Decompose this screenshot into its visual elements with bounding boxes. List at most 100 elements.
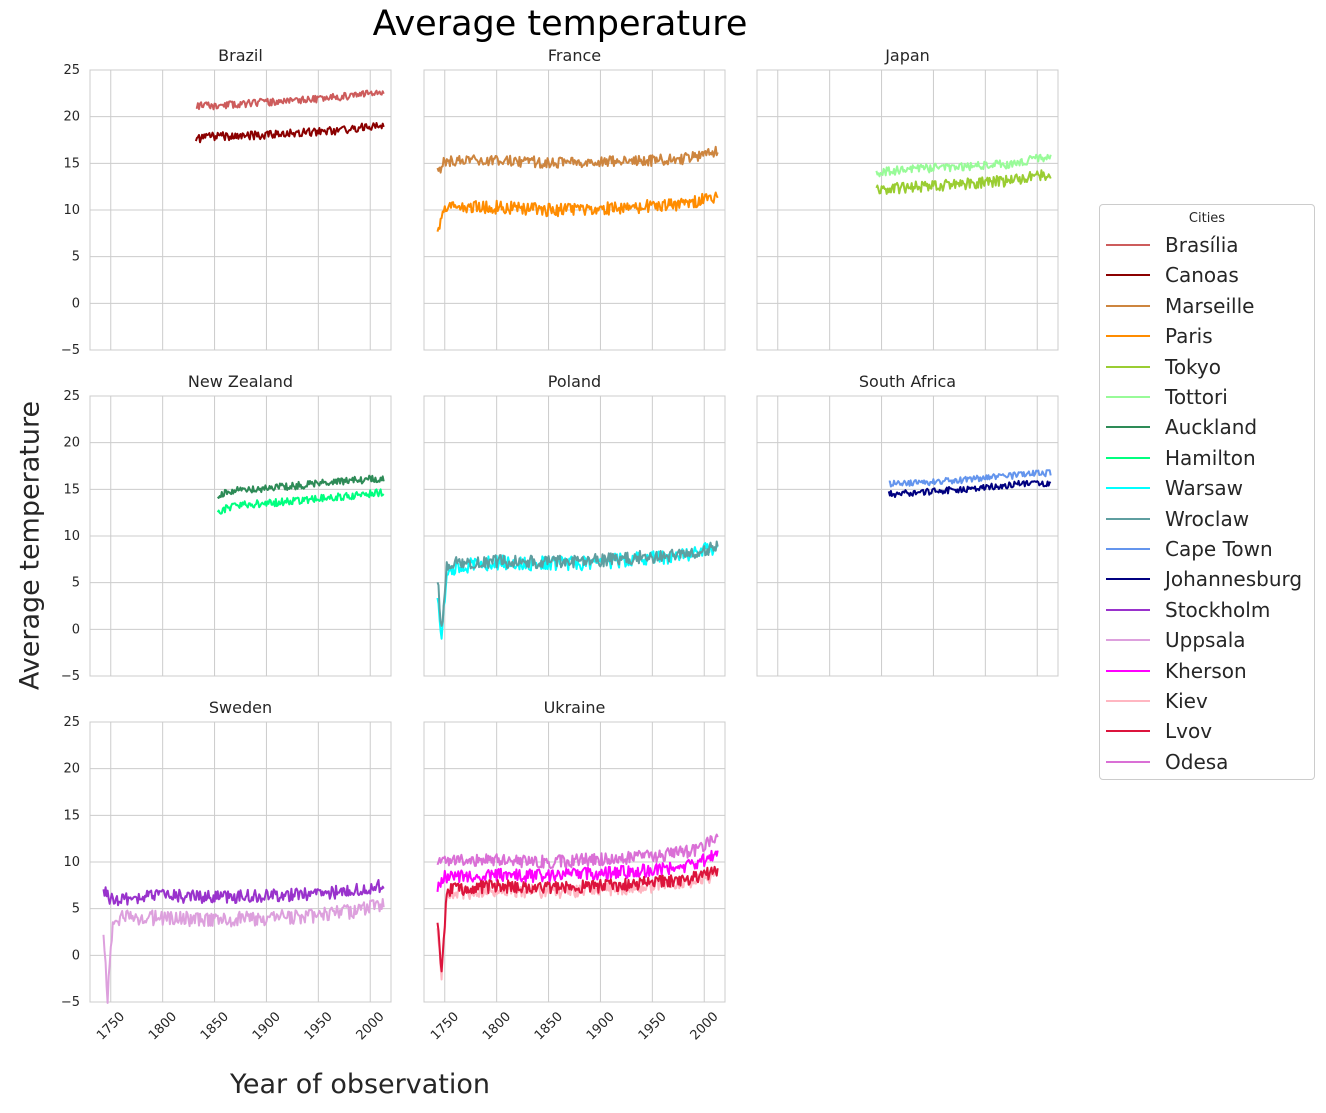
panel-frame	[756, 69, 1059, 351]
legend-swatch	[1106, 578, 1150, 581]
series-line-lvov	[436, 865, 719, 973]
series-line-kiev	[436, 870, 719, 981]
x-tick-label: 1750	[94, 1009, 128, 1043]
legend-label: Odesa	[1165, 749, 1229, 774]
legend-entry: Marseille	[1106, 292, 1254, 320]
legend-swatch	[1106, 700, 1150, 702]
legend-title: Cities	[1188, 211, 1226, 226]
legend-swatch	[1106, 608, 1150, 611]
y-tick-label: 5	[72, 576, 80, 591]
panel-title: Sweden	[209, 698, 272, 717]
legend-swatch	[1106, 730, 1150, 733]
legend-label: Tokyo	[1165, 354, 1221, 379]
panel-brazil: Brazil −5 0 5 10 15 20 25	[61, 46, 392, 358]
series-line-stockholm	[102, 879, 385, 907]
legend-swatch	[1106, 426, 1150, 429]
panel-title: Brazil	[218, 46, 263, 65]
legend-label: Uppsala	[1165, 628, 1246, 653]
legend-label: Kiev	[1165, 689, 1208, 713]
y-tick-label: −5	[61, 343, 80, 358]
x-tick-label: 1750	[428, 1009, 462, 1043]
legend-swatch	[1106, 304, 1150, 307]
legend-entry: Tokyo	[1106, 353, 1221, 381]
x-tick-label: 1850	[532, 1009, 566, 1043]
y-tick-label: 10	[63, 855, 80, 870]
legend-entry: Brasília	[1106, 231, 1239, 259]
legend-entry: Kiev	[1106, 687, 1208, 715]
x-tick-label: 1800	[480, 1009, 514, 1043]
panel-frame	[89, 395, 392, 677]
figure-title: Average temperature	[372, 4, 748, 44]
panel-frame	[756, 395, 1059, 677]
panel-frame	[89, 721, 392, 1003]
panel-france: France	[423, 46, 726, 351]
y-tick-label: 0	[72, 622, 80, 637]
legend-entry: Lvov	[1106, 717, 1212, 745]
y-tick-label: 0	[72, 296, 80, 311]
panel-poland: Poland	[423, 372, 726, 677]
x-tick-label: 2000	[688, 1009, 722, 1043]
series-line-bras-lia	[195, 89, 385, 111]
legend-label: Paris	[1165, 324, 1213, 349]
legend-entry: Wroclaw	[1106, 505, 1249, 533]
y-tick-label: 25	[63, 389, 80, 404]
y-tick-label: 5	[72, 902, 80, 917]
y-tick-label: 15	[63, 808, 80, 823]
y-tick-label: 20	[63, 762, 80, 777]
x-axis-label: Year of observation	[229, 1069, 491, 1100]
series-line-marseille	[436, 145, 719, 174]
legend-swatch	[1106, 396, 1150, 398]
legend-swatch	[1106, 548, 1150, 550]
legend-entry: Warsaw	[1106, 474, 1243, 502]
series-line-odesa	[436, 833, 719, 870]
y-tick-label: 10	[63, 203, 80, 218]
series-line-canoas	[194, 122, 385, 144]
series-line-cape-town	[888, 469, 1052, 488]
panel-frame	[89, 69, 392, 351]
panel-title: Ukraine	[544, 698, 606, 717]
x-tick-label: 1800	[146, 1009, 180, 1043]
panel-frame	[423, 721, 726, 1003]
panel-south-africa: South Africa	[756, 372, 1059, 677]
y-tick-label: −5	[61, 995, 80, 1010]
y-tick-label: 20	[63, 436, 80, 451]
legend-entry: Kherson	[1106, 657, 1247, 685]
series-line-johannesburg	[887, 479, 1052, 498]
panel-ukraine: Ukraine 1750 1800 1850 1900 1950 2000	[423, 698, 726, 1043]
legend-label: Kherson	[1165, 658, 1247, 683]
legend-entry: Paris	[1106, 322, 1213, 350]
legend-entry: Stockholm	[1106, 596, 1270, 624]
panel-japan: Japan	[756, 46, 1059, 351]
legend-label: Johannesburg	[1165, 567, 1303, 592]
y-tick-label: 15	[63, 156, 80, 171]
legend-swatch	[1106, 365, 1150, 368]
y-tick-label: 0	[72, 948, 80, 963]
x-tick-label: 1850	[198, 1009, 232, 1043]
legend-swatch	[1106, 456, 1150, 459]
series-line-hamilton	[216, 488, 385, 515]
y-tick-label: 15	[63, 482, 80, 497]
legend-swatch	[1106, 639, 1150, 642]
legend-entry: Odesa	[1106, 748, 1228, 776]
legend-label: Brasília	[1165, 233, 1239, 257]
panel-title: Japan	[884, 46, 930, 65]
series-line-wroclaw	[436, 540, 719, 627]
legend-label: Hamilton	[1165, 445, 1256, 470]
x-tick-label: 1950	[302, 1009, 336, 1043]
legend-swatch	[1106, 487, 1150, 490]
y-tick-label: 25	[63, 715, 80, 730]
legend-swatch	[1106, 274, 1150, 277]
panel-new-zealand: New Zealand −5 0 5 10 15 20 25	[61, 372, 392, 684]
legend: Cities Brasília Canoas Marseille Paris Tokyo…	[1099, 204, 1315, 780]
legend-label: Marseille	[1165, 293, 1255, 318]
panel-title: France	[548, 46, 601, 65]
legend-label: Warsaw	[1165, 476, 1244, 501]
series-line-auckland	[216, 474, 385, 499]
legend-label: Cape Town	[1165, 537, 1273, 561]
panel-frame	[423, 69, 726, 351]
legend-entry: Cape Town	[1106, 535, 1273, 563]
legend-entry: Auckland	[1106, 413, 1257, 441]
series-line-kherson	[436, 849, 719, 893]
legend-entry: Tottori	[1106, 383, 1228, 411]
